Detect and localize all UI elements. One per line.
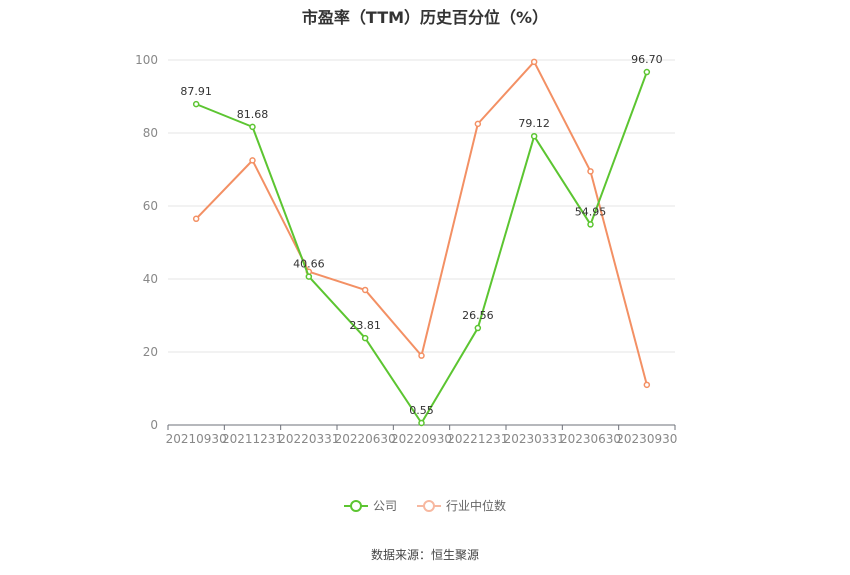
- data-label: 96.70: [631, 53, 663, 66]
- data-source: 数据来源：恒生聚源: [370, 548, 479, 562]
- legend-company-label: 公司: [372, 499, 397, 513]
- data-point-company[interactable]: [530, 132, 538, 140]
- data-point-company[interactable]: [249, 123, 256, 131]
- data-label: 26.56: [462, 309, 494, 322]
- data-label: 40.66: [293, 258, 325, 271]
- data-label: 23.81: [349, 319, 381, 332]
- data-point-company[interactable]: [305, 273, 313, 280]
- series-line-company: [195, 71, 648, 424]
- data-point-industry[interactable]: [192, 215, 200, 223]
- legend-industry-marker-icon: [417, 499, 441, 513]
- y-tick-label: 80: [143, 126, 158, 140]
- y-tick-label: 60: [143, 199, 158, 213]
- x-tick-label: 20220930: [391, 432, 452, 446]
- data-point-industry[interactable]: [474, 120, 482, 128]
- data-labels: 87.91 81.68 40.66 23.81 0.55 26.56 79.12 54.95 9…: [180, 53, 662, 417]
- x-tick-label: 20230630: [560, 432, 621, 446]
- y-tick-label: 20: [143, 345, 158, 359]
- x-tick-label: 20210930: [166, 432, 227, 446]
- data-point-company[interactable]: [192, 100, 200, 108]
- x-tick-label: 20230930: [616, 432, 677, 446]
- data-point-company[interactable]: [643, 68, 651, 76]
- data-point-industry[interactable]: [418, 352, 425, 359]
- x-tick-label: 20230331: [504, 432, 565, 446]
- legend-company-marker-icon: [343, 499, 368, 513]
- data-label: 0.55: [409, 404, 434, 417]
- data-label: 79.12: [518, 117, 550, 130]
- data-point-company[interactable]: [587, 221, 594, 228]
- legend: 公司 行业中位数: [0, 497, 850, 514]
- x-tick-label: 20221231: [447, 432, 508, 446]
- data-point-company[interactable]: [474, 324, 482, 332]
- legend-item-industry[interactable]: 行业中位数: [417, 497, 506, 514]
- legend-item-company[interactable]: 公司: [343, 497, 397, 514]
- data-point-company[interactable]: [418, 419, 425, 427]
- data-label: 87.91: [180, 85, 212, 98]
- series-layer: [192, 58, 651, 427]
- data-label: 81.68: [237, 108, 269, 121]
- y-tick-label: 40: [143, 272, 158, 286]
- data-label: 54.95: [575, 205, 607, 218]
- data-point-industry[interactable]: [643, 381, 651, 389]
- legend-industry-label: 行业中位数: [446, 499, 507, 513]
- chart-title: 市盈率（TTM）历史百分位（%）: [301, 8, 549, 27]
- data-point-industry[interactable]: [249, 157, 256, 164]
- x-tick-label: 20220331: [278, 432, 339, 446]
- x-tick-label: 20211231: [222, 432, 283, 446]
- y-axis-ticks: 0 20 40 60 80 100: [135, 53, 158, 432]
- x-tick-label: 20220630: [335, 432, 396, 446]
- data-point-industry[interactable]: [361, 286, 369, 294]
- data-point-industry[interactable]: [587, 168, 594, 175]
- y-tick-label: 0: [150, 418, 158, 432]
- data-point-company[interactable]: [361, 334, 369, 342]
- data-point-industry[interactable]: [530, 58, 538, 66]
- x-axis: 2021093020211231202203312022063020220930…: [166, 424, 677, 446]
- y-tick-label: 100: [135, 53, 158, 67]
